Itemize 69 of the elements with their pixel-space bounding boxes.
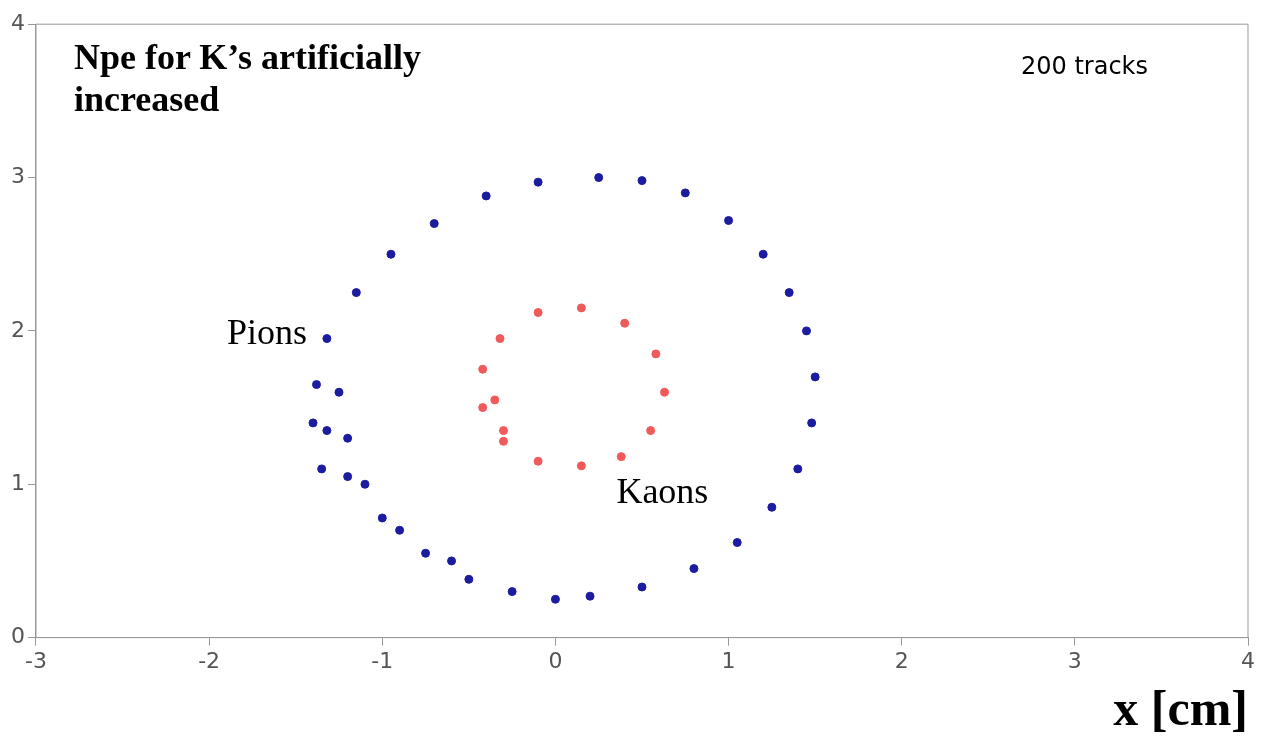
point <box>758 249 768 259</box>
point <box>481 191 491 201</box>
point <box>322 426 332 436</box>
x-tick-label: -2 <box>198 647 221 673</box>
point <box>732 538 742 548</box>
point <box>343 472 353 482</box>
point <box>576 461 586 471</box>
point <box>343 433 353 443</box>
point <box>351 288 361 298</box>
point <box>646 426 656 436</box>
point <box>810 372 820 382</box>
point <box>317 464 327 474</box>
point <box>793 464 803 474</box>
point <box>801 326 811 336</box>
point <box>322 334 332 344</box>
point <box>784 288 794 298</box>
point <box>495 334 505 344</box>
point <box>311 380 321 390</box>
x-tick-label: 1 <box>721 647 736 673</box>
point <box>637 176 647 186</box>
point <box>447 556 457 566</box>
series-label: Kaons <box>616 471 709 512</box>
point <box>308 418 318 428</box>
point <box>498 426 508 436</box>
point <box>807 418 817 428</box>
point <box>498 436 508 446</box>
point <box>377 513 387 523</box>
point <box>724 215 734 225</box>
y-tick-label: 0 <box>11 623 25 649</box>
annotation: 200 tracks <box>1020 52 1148 81</box>
point <box>680 188 690 198</box>
point <box>429 219 439 229</box>
point <box>395 525 405 535</box>
point <box>620 318 630 328</box>
point <box>421 548 431 558</box>
point <box>637 582 647 592</box>
text: Npe for K’s artificially increased <box>74 37 421 120</box>
series-label: Pions <box>226 312 308 353</box>
x-tick-label: 3 <box>1067 647 1082 673</box>
point <box>767 502 777 512</box>
point <box>594 173 604 183</box>
point <box>533 456 543 466</box>
x-axis-title: x [cm] <box>1113 679 1248 736</box>
point <box>550 594 560 604</box>
point <box>576 303 586 313</box>
y-tick-label: 2 <box>11 316 25 342</box>
point <box>334 387 344 397</box>
point <box>490 395 500 405</box>
y-tick-label: 3 <box>11 163 25 189</box>
point <box>386 249 396 259</box>
point <box>660 387 670 397</box>
x-tick-label: 0 <box>548 647 563 673</box>
point <box>478 364 488 374</box>
point <box>533 177 543 187</box>
point <box>478 403 488 413</box>
point <box>616 452 626 462</box>
point <box>464 574 474 584</box>
y-tick-label: 4 <box>11 9 25 35</box>
point <box>360 479 370 489</box>
point <box>533 308 543 317</box>
point <box>689 564 699 574</box>
point <box>585 591 595 601</box>
x-tick-label: -3 <box>25 647 47 673</box>
y-tick-label: 1 <box>11 469 25 495</box>
x-tick-label: 2 <box>894 647 909 673</box>
x-tick-label: 4 <box>1241 647 1255 673</box>
point <box>651 349 661 359</box>
point <box>507 587 517 597</box>
x-tick-label: -1 <box>371 647 394 673</box>
